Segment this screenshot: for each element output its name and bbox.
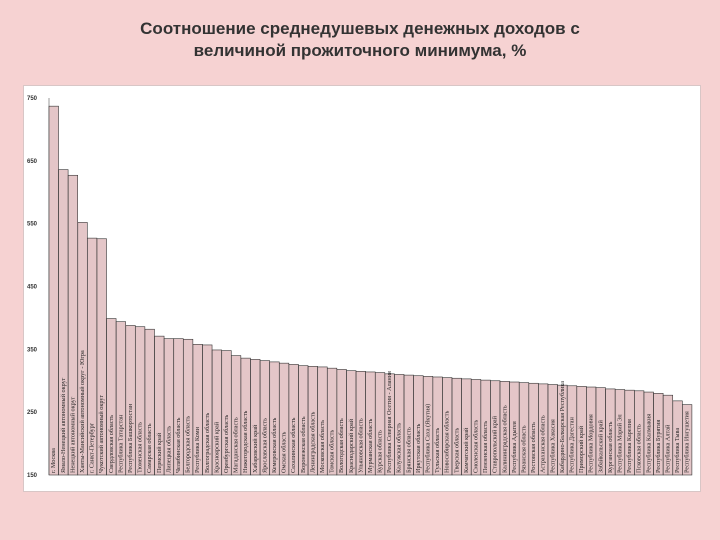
category-label: Белгородская область xyxy=(185,416,192,473)
category-label: Магаданская область xyxy=(233,417,240,473)
category-label: Тульская область xyxy=(434,428,441,473)
category-label: Тюменская область xyxy=(137,422,144,473)
category-label: Нижегородская область xyxy=(242,410,249,473)
category-label: Кемеровская область xyxy=(271,417,278,473)
category-label: Пензенская область xyxy=(482,421,489,473)
category-label: Смоленская область xyxy=(473,420,480,473)
category-label: Иркутская область xyxy=(415,423,422,473)
category-label: Ростовская область xyxy=(530,422,537,473)
category-label: Забайкальский край xyxy=(597,420,604,473)
category-label: Пермский край xyxy=(156,432,163,473)
category-label: Ставропольский край xyxy=(492,415,499,473)
category-label: Хабаровский край xyxy=(252,424,259,473)
category-label: Республика Хакасия xyxy=(549,419,556,473)
chart-title: Соотношение среднедушевых денежных доход… xyxy=(0,18,720,62)
chart-title-line-2: величиной прожиточного минимума, % xyxy=(193,41,527,60)
y-tick-label: 150 xyxy=(27,473,38,479)
category-label: Республика Татарстан xyxy=(117,414,124,473)
category-label: Курская область xyxy=(377,430,384,473)
category-label: Краснодарский край xyxy=(348,418,355,473)
category-label: Мурманская область xyxy=(367,418,374,473)
category-label: Вологодская область xyxy=(338,418,345,473)
bar xyxy=(48,105,59,476)
category-label: Московская область xyxy=(319,420,326,473)
category-label: Республика Северная Осетия - Алания xyxy=(386,371,393,473)
category-label: Воронежская область xyxy=(300,416,307,473)
y-tick-label: 450 xyxy=(27,285,38,291)
category-label: Республика Дагестан xyxy=(568,416,575,473)
y-tick-label: 750 xyxy=(27,96,38,102)
category-label: Омская область xyxy=(281,431,288,473)
category-label: Камчатский край xyxy=(463,427,470,473)
category-label: Республика Бурятия xyxy=(655,420,662,473)
category-label: г. Санкт-Петербург xyxy=(89,422,96,473)
category-label: Оренбургская область xyxy=(223,415,230,473)
category-label: Республика Карелия xyxy=(626,419,633,473)
category-label: Калининградская область xyxy=(501,405,508,473)
y-tick-label: 350 xyxy=(27,347,38,353)
category-label: Республика Адыгея xyxy=(511,421,518,473)
category-label: Республика Марий Эл xyxy=(616,414,623,473)
category-label: Томская область xyxy=(329,430,336,473)
y-tick-label: 250 xyxy=(27,410,38,416)
bar-chart: 150 250 350 450 550 650 750 г. Москва Ямало-Нене… xyxy=(27,96,693,479)
category-label: Республика Мордовия xyxy=(588,414,595,473)
category-label: Ямало-Ненецкий автономный округ xyxy=(60,377,67,473)
category-label: Кабардино-Балкарская Республика xyxy=(559,381,566,473)
y-tick-label: 550 xyxy=(27,222,38,228)
chart-title-line-1: Соотношение среднедушевых денежных доход… xyxy=(140,19,580,38)
category-label: Сахалинская область xyxy=(290,417,297,473)
bar xyxy=(682,404,693,476)
category-label: Брянская область xyxy=(405,427,412,473)
category-label: г. Москва xyxy=(50,448,57,473)
category-label: Ярославская область xyxy=(261,418,268,473)
category-label: Калужская область xyxy=(396,423,403,473)
category-label: Республика Алтай xyxy=(664,424,671,473)
category-label: Псковская область xyxy=(636,424,643,473)
category-label: Челябинская область xyxy=(175,417,182,473)
category-label: Красноярский край xyxy=(213,421,220,473)
category-label: Ульяновская область xyxy=(357,418,364,473)
category-label: Чукотский автономный округ xyxy=(98,395,105,473)
category-label: Свердловская область xyxy=(108,415,115,473)
category-label: Новосибирская область xyxy=(444,411,451,473)
category-label: Ненецкий автономный округ xyxy=(69,396,76,473)
category-label: Ханты-Мансийский автономный округ - Югра xyxy=(79,350,86,473)
category-label: Республика Ингушетия xyxy=(684,411,691,473)
category-label: Ленинградская область xyxy=(309,411,316,473)
category-label: Республика Коми xyxy=(194,426,201,473)
category-label: Рязанская область xyxy=(520,425,527,473)
category-label: Республика Калмыкия xyxy=(645,414,652,473)
category-label: Липецкая область xyxy=(165,426,172,473)
category-label: Волгоградская область xyxy=(204,413,211,473)
category-label: Курганская область xyxy=(607,421,614,473)
category-label: Республика Саха (Якутия) xyxy=(425,404,432,473)
category-label: Астраханская область xyxy=(540,415,547,473)
y-tick-label: 650 xyxy=(27,159,38,165)
category-label: Республика Тыва xyxy=(674,428,681,473)
category-label: Приморский край xyxy=(578,425,585,473)
chart-panel: 150 250 350 450 550 650 750 г. Москва Ямало-Нене… xyxy=(23,85,701,492)
category-label: Самарская область xyxy=(146,423,153,473)
category-label: Республика Башкортостан xyxy=(127,403,134,473)
category-label: Тверская область xyxy=(453,428,460,473)
